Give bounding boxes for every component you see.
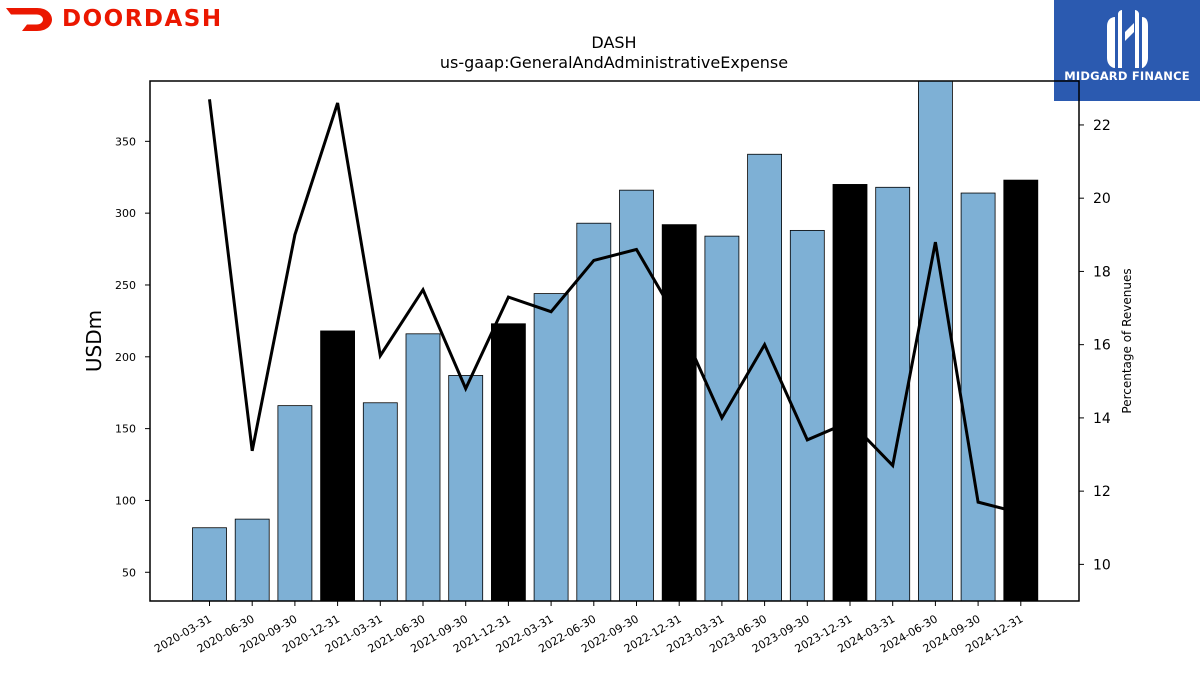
bar-2021-12-31 [490,323,526,602]
midgard-wordmark: MIDGARD FINANCE [1064,69,1190,83]
plot-frame [149,80,1080,602]
chart-subtitle: us-gaap:GeneralAndAdministrativeExpense [440,53,788,72]
bar-2022-12-31 [661,224,697,602]
y-axis-label: USDm [82,310,106,372]
y-tick-label: 250 [115,279,136,292]
chart-title: DASH [591,33,636,52]
doordash-wordmark: DOORDASH [62,6,223,32]
y2-tick-label: 18 [1093,264,1111,280]
y2-tick-label: 22 [1093,118,1111,134]
bars-group [192,80,1039,602]
y-tick-label: 350 [115,135,136,148]
y2-tick-label: 14 [1093,411,1111,427]
y2-tick-label: 16 [1093,338,1111,354]
bar-2024-06-30 [918,80,953,602]
line-group [208,99,1022,515]
x-axis: 2020-03-312020-06-302020-09-302020-12-31… [152,601,1025,656]
bar-2020-12-31 [320,330,356,602]
y2-tick-label: 10 [1093,557,1111,573]
y-tick-label: 200 [115,351,136,364]
y-tick-label: 150 [115,423,136,436]
bar-2023-06-30 [747,153,782,602]
bar-2021-06-30 [405,333,441,602]
bar-2021-03-31 [362,402,398,602]
doordash-icon [6,8,52,31]
bar-2022-09-30 [619,189,654,602]
bar-2022-06-30 [576,222,612,602]
percentage-of-revenues-line [208,99,1022,515]
bar-2024-12-31 [1003,179,1039,602]
bar-2024-03-31 [875,186,911,602]
y2-axis-label: Percentage of Revenues [1120,268,1134,413]
bar-2022-03-31 [533,293,569,602]
y-axis-left: 50 100 150 200 250 300 350 [115,135,150,579]
midgard-emblem-icon [1107,10,1148,68]
y-tick-label: 100 [115,494,136,507]
bar-2020-06-30 [234,518,270,602]
y-axis-right: 10 12 14 16 18 20 22 [1079,118,1111,573]
y2-tick-label: 12 [1093,484,1111,500]
y2-tick-label: 20 [1093,191,1111,207]
bar-2024-09-30 [960,192,996,602]
y-tick-label: 300 [115,207,136,220]
bar-2023-12-31 [832,184,868,602]
bar-2020-09-30 [277,405,313,602]
doordash-logo: DOORDASH [4,2,223,36]
y-tick-label: 50 [122,566,136,579]
bar-2021-09-30 [448,375,484,602]
bar-2020-03-31 [192,527,227,602]
midgard-finance-logo: MIDGARD FINANCE [1054,0,1200,101]
